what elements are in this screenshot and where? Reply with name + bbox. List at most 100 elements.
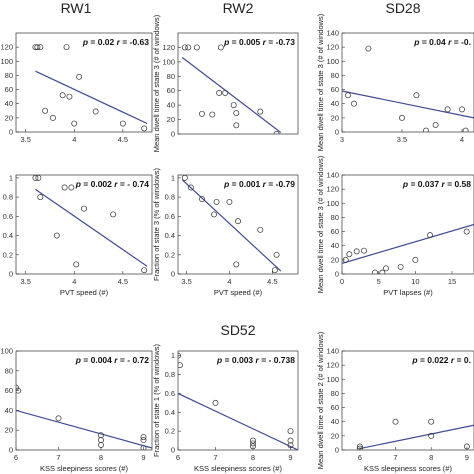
data-point (353, 248, 360, 255)
y-tick-label: 120 (326, 185, 339, 194)
data-point (463, 443, 470, 450)
data-point (98, 437, 104, 444)
y-tick-label: 80 (5, 71, 13, 80)
data-point (413, 92, 420, 99)
data-point (379, 269, 386, 274)
p-value: = 0.022 (418, 355, 451, 365)
y-tick-label: 100 (326, 375, 339, 384)
x-tick-label: 3.5 (20, 277, 30, 286)
r-value: = - 0.74 (118, 179, 150, 189)
r-value: = -0.63 (120, 37, 149, 47)
x-tick-label: 4 (227, 277, 231, 286)
panel-frame (341, 32, 474, 133)
data-point (141, 125, 148, 132)
panel-8: 0 0.2 0.4 0.6 0.8 1 6 7 8 9 p = 0.003 r = - 0.738 K… (152, 344, 299, 473)
y-tick-label: 20 (167, 115, 175, 124)
data-point (178, 352, 181, 359)
stat-annotation: p = 0.005 r = -0.73 (223, 37, 295, 47)
y-tick-label: 0.4 (165, 231, 175, 240)
data-point (199, 196, 205, 202)
r-value: = -0.73 (266, 37, 295, 47)
x-tick-label: 4 (460, 135, 464, 144)
x-axis-label: PVT lapses (#) (383, 288, 433, 297)
p-symbol: p (223, 179, 229, 189)
p-value: = 0.002 (81, 179, 114, 189)
regression-line (181, 179, 282, 272)
p-value: = 0.04 (419, 37, 448, 47)
y-tick-label: 120 (326, 43, 339, 52)
y-tick-label: 60 (331, 403, 339, 412)
data-point (37, 194, 44, 201)
y-tick-label: 0.6 (3, 212, 13, 221)
y-tick-label: 100 (162, 57, 175, 66)
y-tick-label: 60 (331, 85, 339, 94)
data-point (76, 73, 83, 80)
y-tick-label: 40 (167, 101, 175, 110)
panel-2: 0 20 40 60 80 100 120 p = 0.005 r = -0.73 Mean d… (152, 14, 299, 152)
regression-line (178, 392, 298, 450)
data-point (383, 265, 389, 272)
x-tick-label: 7 (213, 453, 217, 462)
y-tick-label: 120 (162, 43, 175, 52)
data-point (397, 263, 404, 270)
data-point (230, 102, 237, 109)
panel-5: 0 0.2 0.4 0.6 0.8 1 3.5 4 4.5 p = 0.001 r = -0.79… (152, 168, 299, 297)
y-axis-label: Mean dwell time of state 3 (# of windows… (316, 13, 325, 151)
y-tick-label: 40 (5, 406, 13, 415)
y-tick-label: 80 (5, 366, 13, 375)
x-tick-label: 4.5 (267, 277, 277, 286)
regression-line (16, 409, 152, 449)
data-point (365, 45, 372, 52)
stat-annotation: p = 0.003 r = - 0.738 (216, 355, 295, 365)
data-point (459, 106, 465, 113)
plot-area (32, 175, 148, 274)
y-tick-label: 0 (171, 446, 175, 455)
x-tick-label: 3.5 (397, 135, 407, 144)
data-point (81, 205, 87, 212)
plot-area (32, 44, 148, 132)
x-tick-label: 15 (448, 277, 456, 286)
panel-4: 0 0.2 0.4 0.6 0.8 1 3.5 4 4.5 p = 0.002 r = - 0.7… (3, 173, 153, 297)
data-point (141, 267, 148, 274)
y-tick-label: 0.2 (165, 427, 175, 436)
data-point (71, 120, 78, 127)
data-point (235, 218, 241, 225)
data-point (49, 114, 56, 121)
data-point (287, 437, 294, 444)
panel-frame (15, 350, 153, 451)
p-symbol: p (402, 179, 408, 189)
y-tick-label: 100 (0, 347, 13, 356)
data-point (462, 127, 469, 132)
data-point (193, 44, 200, 51)
y-tick-label: 0 (335, 446, 339, 455)
y-tick-label: 40 (331, 241, 339, 250)
stat-annotation: p = 0.037 r = 0.58 (402, 179, 471, 189)
x-axis-label: KSS sleepiness scores (#) (40, 464, 128, 473)
y-tick-label: 80 (331, 71, 339, 80)
data-point (140, 437, 147, 444)
p-symbol: p (223, 37, 229, 47)
p-value: = 0.005 (229, 37, 262, 47)
r-symbol: r (117, 37, 121, 47)
data-point (217, 44, 224, 51)
x-tick-label: 4.5 (118, 277, 128, 286)
data-point (187, 184, 194, 191)
y-tick-label: 0.8 (165, 193, 175, 202)
group-title-rw2: RW2 (223, 0, 254, 16)
data-point (412, 256, 419, 263)
plot-area (181, 175, 282, 274)
plot-area (356, 418, 474, 450)
r-value: = 0. (454, 355, 471, 365)
x-tick-label: 9 (465, 453, 469, 462)
data-point (140, 434, 147, 441)
x-tick-label: 6 (176, 453, 180, 462)
plot-area (342, 45, 474, 132)
data-point (257, 108, 264, 115)
data-point (351, 100, 357, 107)
y-tick-label: 60 (167, 86, 175, 95)
y-tick-label: 0.4 (165, 408, 175, 417)
data-point (233, 122, 240, 129)
data-point (73, 261, 80, 268)
p-value: = 0.004 (81, 355, 114, 365)
p-symbol: p (75, 355, 81, 365)
